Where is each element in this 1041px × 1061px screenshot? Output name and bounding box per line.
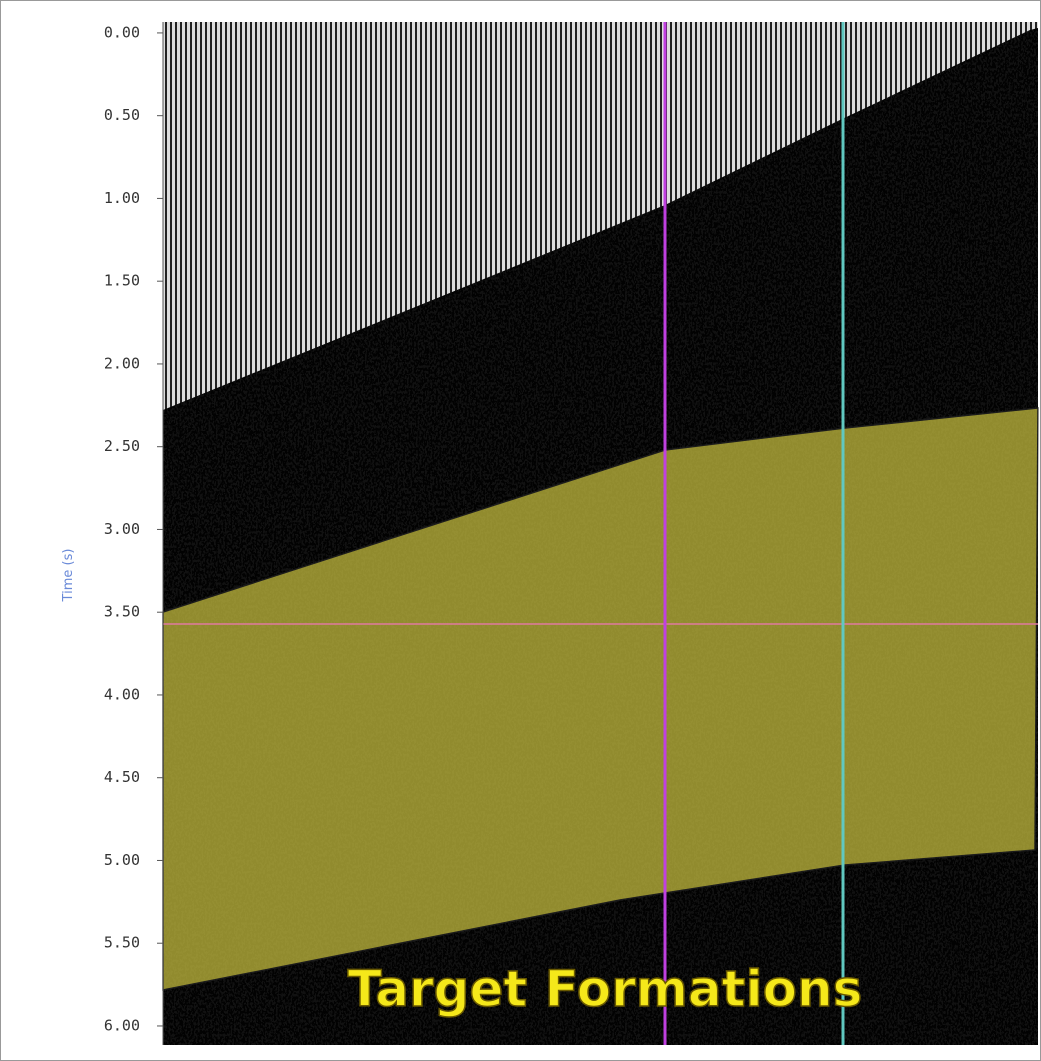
y-tick-label: 1.00 — [104, 189, 140, 207]
y-tick-label: 5.00 — [104, 851, 140, 869]
y-tick-label: 0.00 — [104, 23, 140, 41]
page: {"chart_data": {"type": "seismic", "ylab… — [0, 0, 1041, 1061]
y-tick-label: 5.50 — [104, 934, 140, 952]
y-tick-label: 0.50 — [104, 106, 140, 124]
y-tick-label: 3.50 — [104, 603, 140, 621]
y-tick-label: 3.00 — [104, 520, 140, 538]
y-tick-label: 4.00 — [104, 685, 140, 703]
chart: Time (s) Target Formations 0.00 0.50 1.00 1… — [0, 0, 1041, 1061]
y-tick-label: 1.50 — [104, 272, 140, 290]
annotation: Target Formations — [348, 960, 863, 1018]
y-tick-label: 2.00 — [104, 354, 140, 372]
y-tick-label: 6.00 — [104, 1016, 140, 1034]
y-tick-label: 2.50 — [104, 437, 140, 455]
seismic-section — [163, 22, 1038, 1045]
y-tick-label: 4.50 — [104, 768, 140, 786]
y-axis-label: Time (s) — [61, 549, 76, 603]
